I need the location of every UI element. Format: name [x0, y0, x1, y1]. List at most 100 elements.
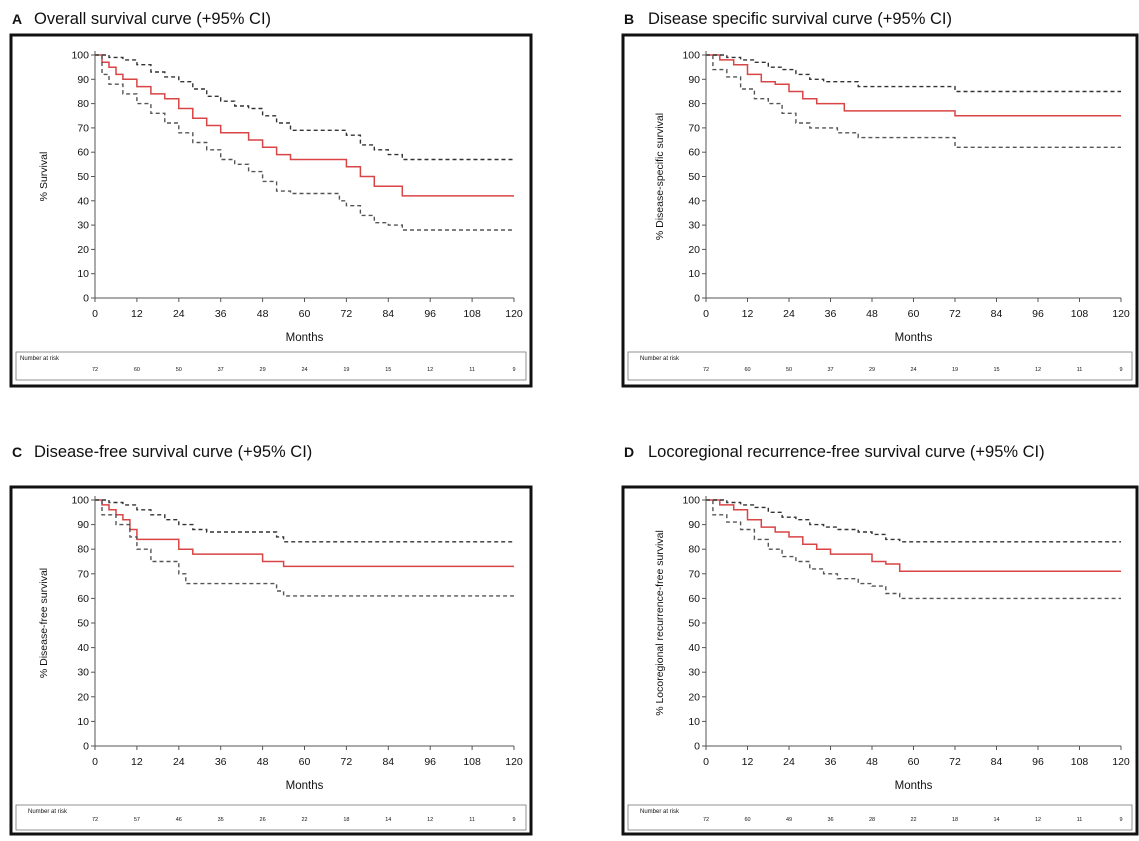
series-lower-line	[706, 54, 1121, 148]
x-tick-label: 0	[703, 308, 709, 320]
panel-b-plot: 0 10 20 30 40 50 60 70 80 90 100 0 12 24 36 48 60 72 84 96 1…	[654, 50, 1130, 345]
risk-number: 50	[176, 367, 182, 373]
y-tick-label: 90	[77, 74, 89, 86]
risk-number: 19	[343, 367, 349, 373]
panel-a-title: Overall survival curve (+95% CI)	[34, 10, 271, 28]
panel-d-title: Locoregional recurrence-free survival cu…	[648, 443, 1045, 461]
risk-number: 72	[92, 817, 98, 823]
risk-number: 9	[1119, 817, 1122, 823]
x-tick-label: 108	[1071, 308, 1089, 320]
panel-d: D Locoregional recurrence-free survival …	[621, 443, 1139, 836]
panel-b-title: Disease specific survival curve (+95% CI…	[648, 10, 952, 28]
series-upper-line	[706, 499, 1121, 543]
series-estimate-line	[706, 54, 1121, 117]
y-tick-label: 100	[682, 50, 700, 62]
y-tick-label: 40	[77, 195, 89, 207]
y-tick-label: 100	[71, 50, 89, 62]
x-tick-label: 24	[783, 756, 795, 768]
panel-c: C Disease-free survival curve (+95% CI) …	[9, 443, 533, 836]
panel-a-letter: A	[12, 11, 22, 27]
x-tick-label: 48	[866, 308, 878, 320]
risk-number: 72	[92, 367, 98, 373]
panel-d-letter: D	[624, 444, 634, 460]
risk-number: 9	[1119, 367, 1122, 373]
y-tick-label: 70	[688, 568, 700, 580]
x-tick-label: 96	[1032, 756, 1044, 768]
y-tick-label: 20	[688, 244, 700, 256]
risk-number: 22	[301, 817, 307, 823]
panel-d-frame	[621, 485, 1139, 836]
panel-a-risk-box	[15, 351, 527, 381]
y-tick-label: 30	[77, 220, 89, 232]
risk-number: 37	[827, 367, 833, 373]
x-tick-label: 48	[866, 756, 878, 768]
x-tick-label: 120	[1112, 756, 1130, 768]
panel-b-frame	[621, 33, 1139, 388]
panel-c-risk-box	[15, 804, 527, 831]
series-estimate-line	[706, 499, 1121, 573]
risk-number: 12	[427, 817, 433, 823]
y-tick-label: 20	[77, 244, 89, 256]
y-tick-label: 30	[688, 667, 700, 679]
y-tick-label: 60	[77, 593, 89, 605]
panel-a-plot: 0 10 20 30 40 50 60 70 80 90 100 0 12 24 36 48 60 72 84 96 1…	[38, 50, 523, 345]
x-tick-label: 12	[131, 308, 143, 320]
risk-number: 15	[385, 367, 391, 373]
risk-number: 29	[869, 367, 875, 373]
y-tick-label: 40	[688, 642, 700, 654]
y-tick-label: 80	[77, 98, 89, 110]
y-tick-label: 0	[83, 293, 89, 305]
x-tick-label: 60	[908, 756, 920, 768]
risk-number: 72	[703, 367, 709, 373]
y-tick-label: 70	[77, 568, 89, 580]
x-tick-label: 24	[783, 308, 795, 320]
y-tick-label: 60	[688, 147, 700, 159]
x-tick-label: 0	[703, 756, 709, 768]
risk-number: 12	[1035, 367, 1041, 373]
risk-number: 11	[1077, 817, 1083, 823]
x-axis-title: Months	[286, 780, 324, 792]
risk-number: 60	[744, 367, 750, 373]
x-axis-title: Months	[895, 780, 933, 792]
x-tick-label: 84	[991, 756, 1003, 768]
y-tick-label: 90	[688, 74, 700, 86]
risk-number: 18	[952, 817, 958, 823]
y-axis-title: % Disease-free survival	[38, 568, 50, 678]
x-tick-label: 12	[742, 308, 754, 320]
panel-b-letter: B	[624, 11, 634, 27]
x-tick-label: 12	[131, 756, 143, 768]
y-axis-title: % Disease-specific survival	[654, 113, 666, 240]
y-tick-label: 50	[688, 618, 700, 630]
x-tick-label: 24	[173, 308, 185, 320]
y-tick-label: 30	[688, 220, 700, 232]
risk-number: 15	[993, 367, 999, 373]
risk-number: 37	[218, 367, 224, 373]
panel-c-risk-row: 72 57 46 35 26 22 18 14 12 11 9	[92, 817, 516, 823]
x-tick-label: 84	[382, 308, 394, 320]
x-tick-label: 72	[341, 756, 353, 768]
y-tick-label: 0	[694, 741, 700, 753]
risk-number: 60	[134, 367, 140, 373]
risk-number: 26	[260, 817, 266, 823]
panel-c-risk-title: Number at risk	[28, 809, 68, 815]
x-tick-label: 60	[908, 308, 920, 320]
x-tick-label: 108	[463, 756, 481, 768]
y-tick-label: 90	[77, 519, 89, 531]
x-tick-label: 96	[424, 308, 436, 320]
risk-number: 18	[343, 817, 349, 823]
x-tick-label: 120	[505, 308, 523, 320]
x-tick-label: 36	[215, 756, 227, 768]
panel-c-plot: 0 10 20 30 40 50 60 70 80 90 100 0 12 24 36 48 60 72 84 96 1…	[38, 495, 523, 793]
panel-a: A Overall survival curve (+95% CI) 0 10 20…	[9, 10, 533, 388]
risk-number: 49	[786, 817, 792, 823]
risk-number: 29	[260, 367, 266, 373]
series-lower-line	[706, 499, 1121, 600]
risk-number: 19	[952, 367, 958, 373]
x-tick-label: 96	[424, 756, 436, 768]
panel-b-risk-row: 72 60 50 37 29 24 19 15 12 11 9	[703, 367, 1123, 373]
panel-a-risk-title: Number at risk	[20, 356, 60, 362]
panel-d-plot: 0 10 20 30 40 50 60 70 80 90 100 0 12 24 36 48 60 72 84 96 1…	[654, 495, 1130, 793]
risk-number: 72	[703, 817, 709, 823]
y-tick-label: 100	[682, 495, 700, 507]
y-tick-label: 10	[688, 268, 700, 280]
